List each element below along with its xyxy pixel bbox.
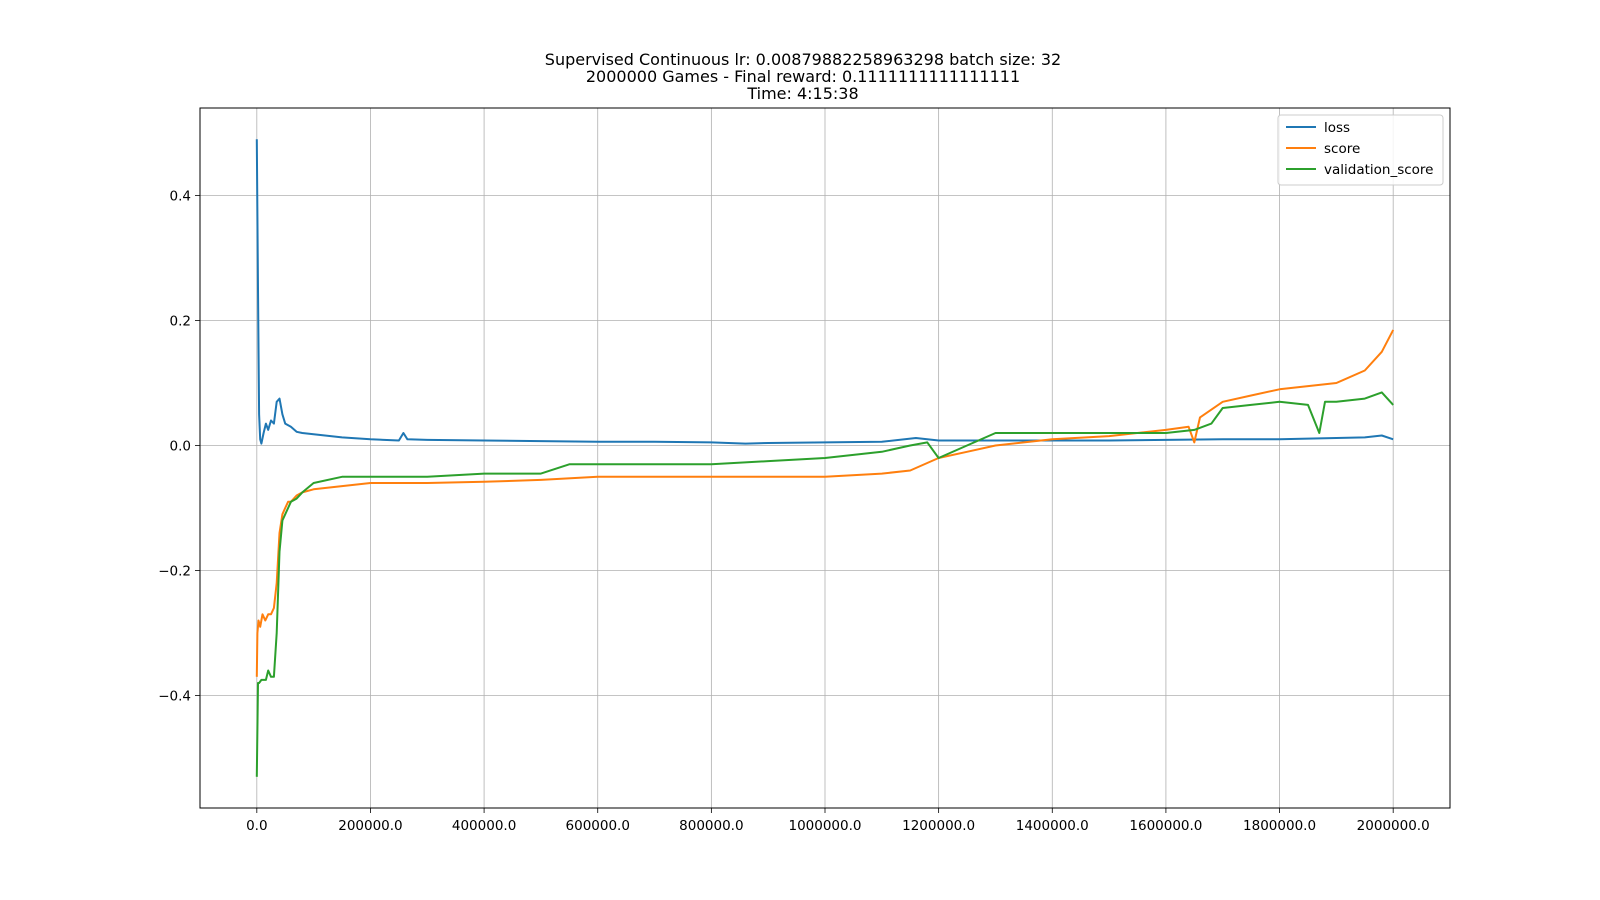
title-line-3: Time: 4:15:38	[746, 84, 858, 103]
x-tick-label: 1200000.0	[902, 818, 975, 834]
x-tick-label: 2000000.0	[1357, 818, 1430, 834]
x-tick-label: 1800000.0	[1243, 818, 1316, 834]
x-tick-label: 1600000.0	[1129, 818, 1202, 834]
y-tick-label: 0.2	[170, 314, 191, 330]
x-tick-label: 400000.0	[452, 818, 516, 834]
legend-box	[1277, 114, 1444, 186]
x-tick-label: 200000.0	[338, 818, 402, 834]
series-line-validation-score	[255, 391, 1394, 777]
plot-area-frame	[199, 107, 1451, 809]
series-line-score	[255, 329, 1395, 677]
y-tick-label: 0.4	[170, 189, 191, 205]
x-tick-label: 0.0	[246, 818, 267, 834]
y-tick-label: −0.4	[158, 689, 191, 705]
x-tick-label: 600000.0	[566, 818, 630, 834]
x-axis-ticks: 0.0 200000.0 400000.0 600000.0 800000.0 10000…	[246, 808, 1430, 834]
chart-title: Supervised Continuous lr: 0.008798822589…	[545, 50, 1061, 103]
legend-label-loss: loss	[1324, 120, 1350, 136]
legend-label-score: score	[1324, 141, 1360, 157]
title-line-2: 2000000 Games - Final reward: 0.11111111…	[586, 67, 1020, 86]
y-tick-label: −0.2	[158, 564, 191, 580]
legend-label-validation-score: validation_score	[1324, 162, 1434, 178]
legend: loss score validation_score	[1277, 114, 1444, 186]
y-tick-label: 0.0	[170, 439, 191, 455]
x-tick-label: 1400000.0	[1016, 818, 1089, 834]
series-line-loss	[255, 139, 1394, 445]
series-lines	[255, 139, 1395, 777]
title-line-1: Supervised Continuous lr: 0.008798822589…	[545, 50, 1061, 69]
y-axis-ticks: −0.4 −0.2 0.0 0.2 0.4	[158, 189, 200, 705]
x-tick-label: 1000000.0	[788, 818, 861, 834]
x-tick-label: 800000.0	[679, 818, 743, 834]
